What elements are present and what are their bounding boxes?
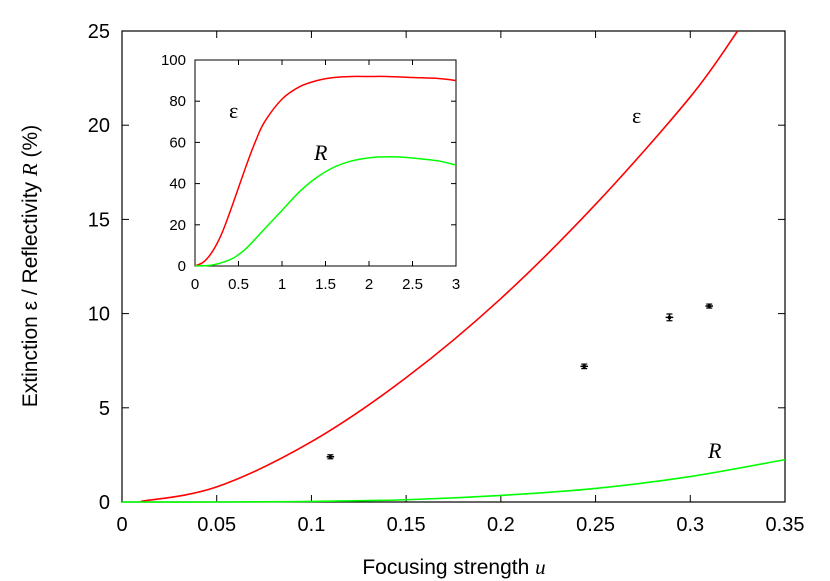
- main-series: [121, 30, 786, 503]
- inset-series: [194, 75, 457, 267]
- main-x-tick-label: 0.25: [576, 514, 615, 536]
- inset-x-tick-label: 2.5: [402, 276, 423, 293]
- data-point: [665, 313, 674, 322]
- epsilon-curve-label: ε: [632, 103, 641, 128]
- y-axis-label: Extinction ε / Reflectivity R (%): [18, 125, 42, 407]
- inset-y-tick-label: 0: [178, 258, 186, 275]
- main-x-tick-label: 0.2: [487, 514, 515, 536]
- inset-x-tick-label: 0: [191, 276, 199, 293]
- main-points: [326, 303, 714, 460]
- inset-x-tick-label: 1: [278, 276, 286, 293]
- main-x-tick-label: 0.3: [676, 514, 704, 536]
- inset-epsilon-label: ε: [229, 98, 238, 123]
- data-point: [326, 454, 335, 460]
- inset-x-tick-label: 0.5: [228, 276, 249, 293]
- inset-y-tick-label: 100: [161, 52, 186, 69]
- main-plot-frame: [121, 30, 786, 503]
- x-axis-label: Focusing strength u: [362, 555, 545, 579]
- inset-y-tick-label: 80: [169, 93, 186, 110]
- main-x-tick-label: 0: [116, 514, 127, 536]
- main-y-tick-label: 15: [88, 209, 110, 231]
- series-line-reflectivity: [194, 156, 457, 267]
- data-point: [705, 303, 714, 309]
- main-y-tick-label: 25: [88, 21, 110, 43]
- inset-reflectivity-label: R: [313, 140, 328, 165]
- main-x-tick-label: 0.1: [298, 514, 326, 536]
- inset-ticks: 0 0.5 1 1.5 2 2.5 3 0 20 40 60 80 100: [161, 52, 460, 293]
- reflectivity-curve-label: R: [707, 438, 722, 463]
- inset-x-tick-label: 1.5: [315, 276, 336, 293]
- inset-y-tick-label: 60: [169, 134, 186, 151]
- main-y-tick-label: 10: [88, 304, 110, 326]
- main-x-tick-label: 0.35: [766, 514, 805, 536]
- inset-background: [195, 60, 456, 266]
- main-y-tick-label: 5: [99, 398, 110, 420]
- series-line-extinction: [194, 75, 457, 267]
- inset-y-tick-label: 20: [169, 217, 186, 234]
- data-point: [580, 363, 588, 370]
- main-x-tick-label: 0.15: [387, 514, 426, 536]
- series-line-reflectivity: [121, 458, 786, 503]
- inset-x-tick-label: 2: [365, 276, 373, 293]
- main-x-tick-label: 0.05: [197, 514, 236, 536]
- series-line-extinction: [140, 30, 739, 503]
- inset-x-tick-label: 3: [452, 276, 460, 293]
- inset-y-tick-label: 40: [169, 176, 186, 193]
- main-y-tick-label: 20: [88, 115, 110, 137]
- main-y-tick-label: 0: [99, 492, 110, 514]
